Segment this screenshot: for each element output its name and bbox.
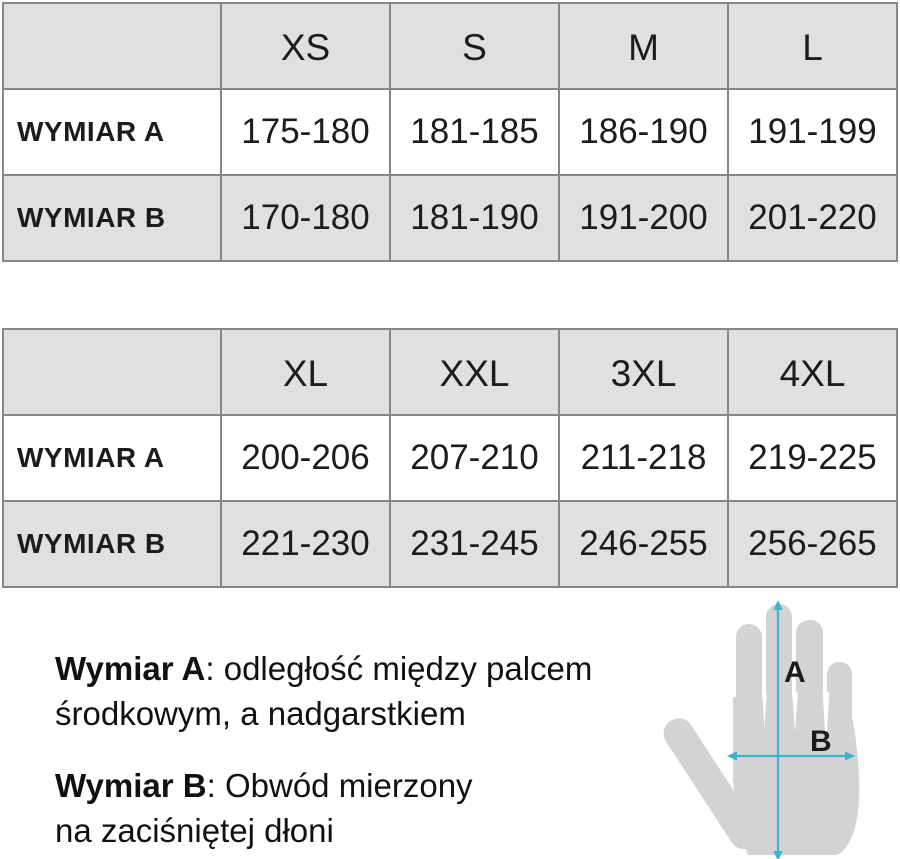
table-row: WYMIAR A 175-180 181-185 186-190 191-199 — [2, 88, 898, 176]
table-row: WYMIAR B 221-230 231-245 246-255 256-265 — [2, 500, 898, 588]
table-row: WYMIAR B 170-180 181-190 191-200 201-220 — [2, 174, 898, 262]
size-cell: 186-190 — [558, 88, 729, 176]
legend-line: Wymiar B: Obwód mierzony — [55, 763, 592, 808]
size-header-s: S — [389, 2, 560, 90]
row-label-wymiar-a: WYMIAR A — [2, 88, 222, 176]
hand-illustration: A B — [663, 600, 860, 859]
size-cell: 191-200 — [558, 174, 729, 262]
hand-diagram: A B — [650, 592, 900, 859]
arrow-left-icon — [727, 751, 737, 761]
size-cell: 175-180 — [220, 88, 391, 176]
size-header-xl: XL — [220, 328, 391, 416]
size-table-lower: XL XXL 3XL 4XL WYMIAR A 200-206 207-210 … — [2, 328, 898, 588]
size-cell: 221-230 — [220, 500, 391, 588]
size-cell: 181-190 — [389, 174, 560, 262]
legend-text: : Obwód mierzony — [206, 767, 473, 804]
measurement-legend: Wymiar A: odległość między palcem środko… — [55, 646, 592, 853]
size-cell: 200-206 — [220, 414, 391, 502]
size-header-xs: XS — [220, 2, 391, 90]
corner-cell — [2, 328, 222, 416]
size-cell: 231-245 — [389, 500, 560, 588]
size-cell: 256-265 — [727, 500, 898, 588]
size-header-4xl: 4XL — [727, 328, 898, 416]
legend-line: na zaciśniętej dłoni — [55, 812, 334, 849]
hand-silhouette — [663, 604, 860, 855]
size-cell: 211-218 — [558, 414, 729, 502]
arrow-down-icon — [773, 851, 783, 859]
legend-section: Wymiar A: odległość między palcem środko… — [0, 588, 900, 859]
finger-separators — [762, 692, 830, 747]
legend-text: : odległość między palcem — [205, 650, 593, 687]
header-row: XL XXL 3XL 4XL — [2, 328, 898, 416]
row-label-wymiar-b: WYMIAR B — [2, 500, 222, 588]
measure-b — [727, 751, 855, 761]
arrow-up-icon — [773, 600, 783, 610]
table-row: WYMIAR A 200-206 207-210 211-218 219-225 — [2, 414, 898, 502]
arrow-right-icon — [845, 751, 855, 761]
legend-item-wymiar-b: Wymiar B: Obwód mierzony na zaciśniętej … — [55, 763, 592, 853]
diagram-label-a: A — [784, 656, 806, 689]
size-header-l: L — [727, 2, 898, 90]
legend-term-b: Wymiar B — [55, 767, 207, 804]
size-cell: 201-220 — [727, 174, 898, 262]
size-cell: 181-185 — [389, 88, 560, 176]
measure-a — [773, 600, 783, 859]
header-row: XS S M L — [2, 2, 898, 90]
corner-cell — [2, 2, 222, 90]
legend-line: Wymiar A: odległość między palcem — [55, 646, 592, 691]
legend-line: środkowym, a nadgarstkiem — [55, 695, 466, 732]
size-table-upper: XS S M L WYMIAR A 175-180 181-185 186-19… — [2, 2, 898, 262]
size-header-m: M — [558, 2, 729, 90]
size-cell: 170-180 — [220, 174, 391, 262]
legend-item-wymiar-a: Wymiar A: odległość między palcem środko… — [55, 646, 592, 736]
size-header-xxl: XXL — [389, 328, 560, 416]
size-cell: 207-210 — [389, 414, 560, 502]
size-cell: 246-255 — [558, 500, 729, 588]
size-cell: 219-225 — [727, 414, 898, 502]
diagram-label-b: B — [810, 725, 832, 758]
size-cell: 191-199 — [727, 88, 898, 176]
legend-term-a: Wymiar A — [55, 650, 206, 687]
size-header-3xl: 3XL — [558, 328, 729, 416]
row-label-wymiar-b: WYMIAR B — [2, 174, 222, 262]
row-label-wymiar-a: WYMIAR A — [2, 414, 222, 502]
